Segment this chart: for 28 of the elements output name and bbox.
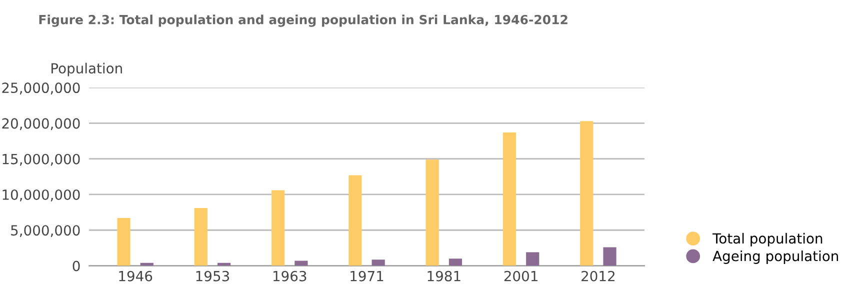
x-tick-label: 1981 <box>428 270 460 282</box>
y-tick-label: 5,000,000 <box>11 225 80 238</box>
x-tick-label: 2001 <box>504 270 538 282</box>
bar <box>502 132 516 266</box>
bar <box>603 247 616 266</box>
y-tick-label: 25,000,000 <box>2 82 80 94</box>
x-tick-label: 1963 <box>273 270 306 282</box>
bar <box>117 218 130 266</box>
bar <box>448 258 462 266</box>
chart-title: Figure 2.3: Total population and ageing population in Sri Lanka, 1946-2012 <box>39 14 568 27</box>
bar <box>426 160 439 266</box>
legend-label: Ageing population <box>712 250 838 264</box>
x-tick-label: 2012 <box>582 270 614 282</box>
legend-label: Total population <box>712 232 822 246</box>
bar <box>526 252 540 266</box>
bar <box>194 208 208 266</box>
y-tick-label: 20,000,000 <box>2 118 80 130</box>
y-tick-label: 15,000,000 <box>2 154 80 166</box>
x-tick-label: 1971 <box>350 270 384 282</box>
y-axis-title: Population <box>52 62 122 76</box>
y-tick-label: 10,000,000 <box>2 189 80 202</box>
x-tick-label: 1946 <box>119 270 152 282</box>
bar <box>271 190 285 266</box>
bar <box>348 175 362 266</box>
bar <box>580 121 594 266</box>
x-tick-label: 1953 <box>196 270 230 282</box>
y-tick-label: 0 <box>72 260 80 272</box>
bar <box>372 260 385 266</box>
